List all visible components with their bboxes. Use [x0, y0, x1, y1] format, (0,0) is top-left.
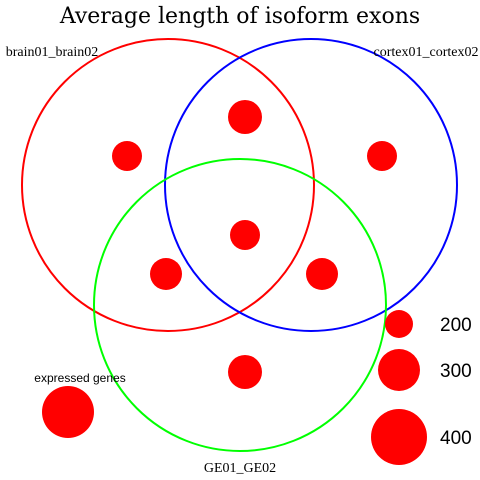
region-marker-all-three: [230, 220, 260, 250]
size-legend-marker-200: [385, 310, 413, 338]
legend-example-marker: [42, 386, 94, 438]
size-legend-label-400: 400: [440, 428, 472, 449]
set-circle-ge: [94, 159, 386, 451]
figure-title: Average length of isoform exons: [59, 4, 420, 29]
size-legend-label-300: 300: [440, 361, 472, 382]
region-marker-ge-only: [228, 355, 262, 389]
set-label-ge: GE01_GE02: [204, 461, 276, 476]
set-label-brain: brain01_brain02: [6, 45, 99, 60]
region-marker-cortex-only: [367, 141, 397, 171]
region-marker-brain-only: [112, 141, 142, 171]
legend-title: expressed genes: [34, 371, 125, 385]
size-legend-label-200: 200: [440, 315, 472, 336]
region-marker-cortex-ge: [306, 258, 338, 290]
region-marker-brain-cortex: [228, 100, 262, 134]
size-legend-marker-300: [378, 349, 420, 391]
set-label-cortex: cortex01_cortex02: [374, 45, 479, 60]
set-circle-cortex: [165, 39, 457, 331]
size-legend-marker-400: [371, 409, 427, 465]
region-marker-brain-ge: [150, 258, 182, 290]
